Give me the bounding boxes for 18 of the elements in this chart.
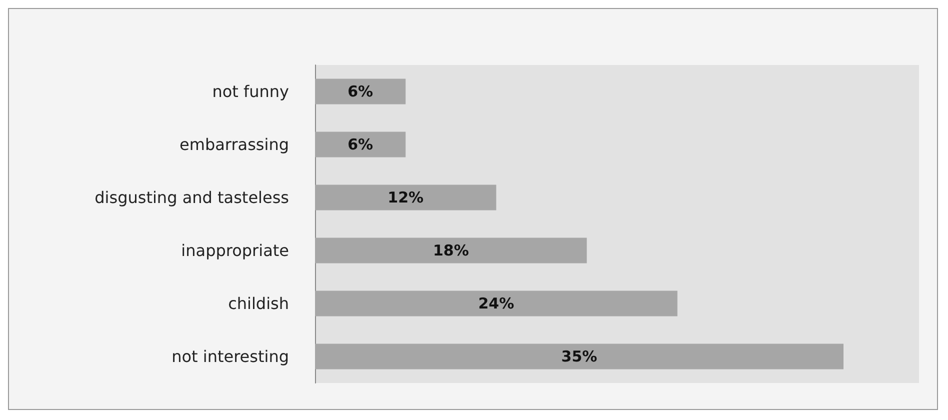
data-label: 6% [348,82,374,100]
bar [315,184,496,210]
y-tick-label: embarrassing [180,135,289,154]
bar [315,132,406,158]
bar [315,344,844,370]
data-label: 12% [388,188,424,206]
y-tick-label: inappropriate [181,241,289,260]
y-tick-label: disgusting and tasteless [94,188,289,207]
y-tick-label: not interesting [172,347,289,366]
bar [315,238,587,264]
bar [315,78,406,104]
data-label: 18% [432,242,469,260]
data-label: 35% [561,348,598,366]
y-tick-label: not funny [212,82,289,101]
bar [315,290,678,316]
data-label: 6% [348,136,374,154]
data-label: 24% [478,294,514,312]
y-tick-label: childish [228,294,289,313]
